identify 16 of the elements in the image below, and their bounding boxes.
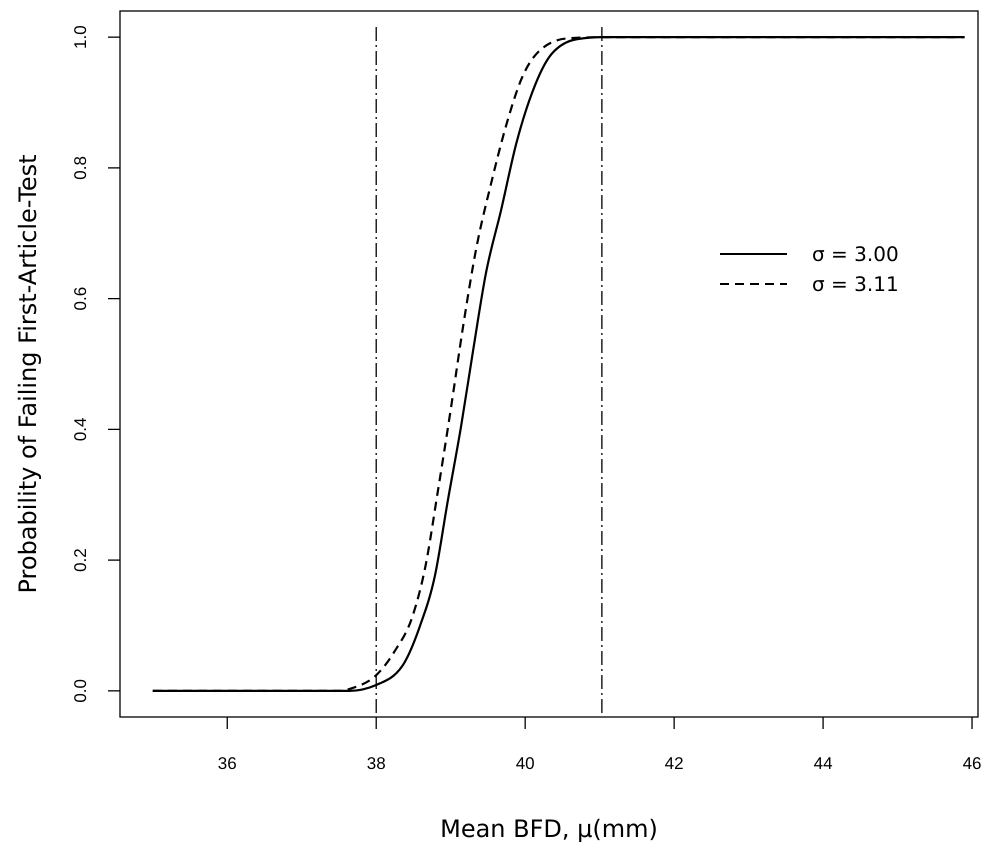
- y-tick-label: 0.4: [71, 418, 90, 442]
- y-tick-label: 0.2: [71, 548, 90, 572]
- y-tick-label: 0.8: [71, 156, 90, 180]
- y-tick-label: 0.0: [71, 679, 90, 703]
- x-tick-label: 40: [516, 754, 535, 773]
- x-tick-label: 42: [664, 754, 684, 773]
- x-axis-title: Mean BFD, μ(mm): [440, 815, 658, 843]
- x-tick-label: 44: [814, 754, 833, 773]
- x-tick-label: 36: [218, 754, 237, 773]
- legend-label: σ = 3.11: [812, 272, 899, 296]
- legend-label: σ = 3.00: [812, 242, 899, 266]
- y-tick-label: 0.6: [71, 286, 90, 310]
- y-axis-title: Probability of Failing First-Article-Test: [14, 154, 42, 594]
- y-tick-label: 1.0: [71, 25, 90, 49]
- x-tick-label: 38: [366, 754, 386, 773]
- x-tick-label: 46: [962, 754, 982, 773]
